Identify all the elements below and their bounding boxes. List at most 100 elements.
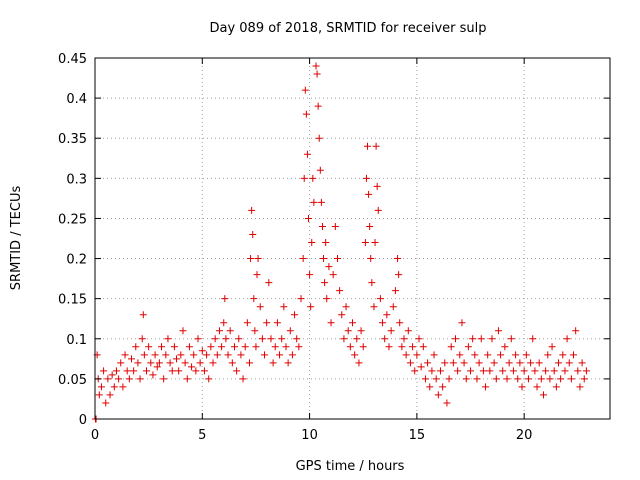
data-point bbox=[574, 367, 582, 375]
data-point bbox=[371, 239, 379, 247]
data-point bbox=[306, 271, 314, 279]
data-point bbox=[221, 295, 229, 303]
data-point bbox=[400, 335, 408, 343]
data-point bbox=[559, 351, 567, 359]
y-tick-label: 0 bbox=[79, 413, 87, 428]
data-point bbox=[271, 343, 279, 351]
data-point bbox=[314, 102, 322, 110]
data-point bbox=[336, 287, 344, 295]
data-point bbox=[379, 319, 387, 327]
data-point bbox=[248, 206, 256, 214]
data-point bbox=[349, 319, 356, 327]
data-point bbox=[503, 375, 511, 383]
data-point bbox=[322, 239, 330, 247]
data-point bbox=[194, 335, 202, 343]
data-point bbox=[367, 255, 375, 263]
data-point bbox=[218, 343, 226, 351]
data-point bbox=[505, 359, 513, 367]
data-point bbox=[320, 255, 328, 263]
data-point bbox=[243, 319, 251, 327]
data-point bbox=[548, 343, 556, 351]
data-point bbox=[317, 198, 325, 206]
data-point bbox=[297, 295, 305, 303]
data-point bbox=[305, 214, 313, 222]
data-point bbox=[155, 359, 163, 367]
data-point bbox=[546, 375, 554, 383]
data-point bbox=[428, 367, 436, 375]
data-point bbox=[246, 359, 253, 367]
data-point bbox=[565, 359, 573, 367]
data-point bbox=[398, 343, 406, 351]
data-point bbox=[140, 351, 148, 359]
data-point bbox=[151, 351, 159, 359]
y-tick-label: 0.1 bbox=[66, 333, 87, 348]
data-point bbox=[276, 351, 284, 359]
data-point bbox=[370, 303, 378, 311]
data-point bbox=[368, 279, 376, 287]
data-point bbox=[340, 335, 348, 343]
data-point bbox=[252, 343, 260, 351]
data-point bbox=[280, 303, 288, 311]
data-point bbox=[166, 359, 174, 367]
data-point bbox=[486, 367, 494, 375]
data-point bbox=[310, 198, 318, 206]
data-point bbox=[567, 375, 575, 383]
data-point bbox=[421, 375, 429, 383]
data-point bbox=[353, 335, 361, 343]
data-point bbox=[316, 166, 324, 174]
data-point bbox=[387, 327, 395, 335]
data-point bbox=[391, 287, 399, 295]
data-point bbox=[424, 359, 432, 367]
data-point bbox=[226, 327, 234, 335]
data-points bbox=[91, 62, 590, 423]
y-tick-label: 0.25 bbox=[58, 212, 87, 227]
data-point bbox=[342, 303, 350, 311]
y-tick-labels: 0 0.05 0.1 0.15 0.2 0.25 0.3 0.35 0.4 0.45 bbox=[58, 52, 87, 428]
data-point bbox=[224, 351, 232, 359]
y-tick-label: 0.05 bbox=[58, 373, 87, 388]
data-point bbox=[115, 375, 123, 383]
data-point bbox=[522, 351, 530, 359]
data-point bbox=[125, 375, 133, 383]
data-point bbox=[507, 335, 515, 343]
data-point bbox=[302, 110, 310, 118]
data-point bbox=[443, 399, 451, 407]
y-tick-label: 0.4 bbox=[66, 92, 87, 107]
data-point bbox=[256, 303, 264, 311]
data-point bbox=[241, 343, 249, 351]
data-point bbox=[132, 343, 140, 351]
data-point bbox=[251, 327, 259, 335]
data-point bbox=[529, 335, 537, 343]
data-point bbox=[531, 367, 539, 375]
data-point bbox=[315, 134, 323, 142]
data-point bbox=[447, 343, 455, 351]
data-point bbox=[112, 367, 120, 375]
data-point bbox=[460, 359, 468, 367]
x-tick-label: 5 bbox=[198, 428, 206, 443]
data-point bbox=[177, 351, 185, 359]
data-point bbox=[97, 383, 105, 391]
data-point bbox=[253, 271, 261, 279]
data-point bbox=[527, 359, 535, 367]
data-point bbox=[346, 343, 354, 351]
data-point bbox=[582, 367, 590, 375]
data-point bbox=[441, 359, 449, 367]
data-point bbox=[359, 343, 367, 351]
data-point bbox=[361, 239, 369, 247]
data-point bbox=[544, 351, 552, 359]
data-point bbox=[108, 371, 116, 379]
x-tick-label: 15 bbox=[409, 428, 426, 443]
data-point bbox=[312, 62, 320, 70]
data-point bbox=[406, 359, 414, 367]
data-point bbox=[458, 319, 466, 327]
data-point bbox=[484, 351, 492, 359]
data-point bbox=[299, 255, 307, 263]
data-point bbox=[445, 375, 453, 383]
data-point bbox=[138, 335, 146, 343]
data-point bbox=[383, 311, 391, 319]
data-point bbox=[411, 367, 419, 375]
data-point bbox=[293, 335, 301, 343]
x-tick-label: 20 bbox=[516, 428, 533, 443]
data-point bbox=[396, 319, 404, 327]
